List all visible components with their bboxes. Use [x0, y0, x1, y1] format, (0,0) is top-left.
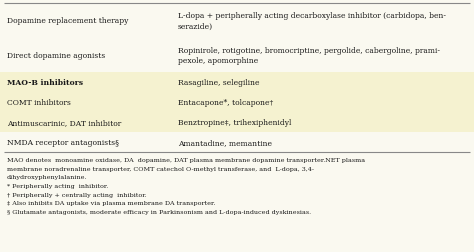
Text: ‡ Also inhibits DA uptake via plasma membrane DA transporter.: ‡ Also inhibits DA uptake via plasma mem… — [7, 200, 216, 205]
Text: Benztropine‡, trihexiphenidyl: Benztropine‡, trihexiphenidyl — [178, 119, 291, 127]
Text: Dopamine replacement therapy: Dopamine replacement therapy — [7, 17, 128, 25]
Text: † Peripherally + centrally acting  inhibitor.: † Peripherally + centrally acting inhibi… — [7, 192, 147, 197]
Bar — [0, 93, 474, 113]
Text: § Glutamate antagonists, moderate efficacy in Parkinsonism and L-dopa-induced dy: § Glutamate antagonists, moderate effica… — [7, 209, 311, 214]
Text: Ropinirole, rotigotine, bromocriptine, pergolide, cabergoline, prami-
pexole, ap: Ropinirole, rotigotine, bromocriptine, p… — [178, 47, 440, 65]
Text: Antimuscarinic, DAT inhibitor: Antimuscarinic, DAT inhibitor — [7, 119, 121, 127]
Text: dihydroxyphenylalanine.: dihydroxyphenylalanine. — [7, 175, 88, 179]
Text: MAO denotes  monoamine oxidase, DA  dopamine, DAT plasma membrane dopamine trans: MAO denotes monoamine oxidase, DA dopami… — [7, 158, 365, 162]
Text: L-dopa + peripherally acting decarboxylase inhibitor (carbidopa, ben-
serazide): L-dopa + peripherally acting decarboxyla… — [178, 12, 446, 30]
Text: Entacapone*, tolcapone†: Entacapone*, tolcapone† — [178, 99, 273, 107]
Text: COMT inhibitors: COMT inhibitors — [7, 99, 71, 107]
Text: Direct dopamine agonists: Direct dopamine agonists — [7, 52, 105, 60]
Bar — [0, 113, 474, 133]
Text: membrane noradrenaline transporter, COMT catechol O-methyl transferase, and  L-d: membrane noradrenaline transporter, COMT… — [7, 166, 314, 171]
Text: MAO-B inhibitors: MAO-B inhibitors — [7, 79, 83, 87]
Text: * Peripherally acting  inhibitor.: * Peripherally acting inhibitor. — [7, 183, 109, 188]
Bar — [0, 73, 474, 93]
Text: Rasagiline, selegiline: Rasagiline, selegiline — [178, 79, 259, 87]
Text: Amantadine, memantine: Amantadine, memantine — [178, 139, 272, 146]
Text: NMDA receptor antagonists§: NMDA receptor antagonists§ — [7, 139, 119, 146]
